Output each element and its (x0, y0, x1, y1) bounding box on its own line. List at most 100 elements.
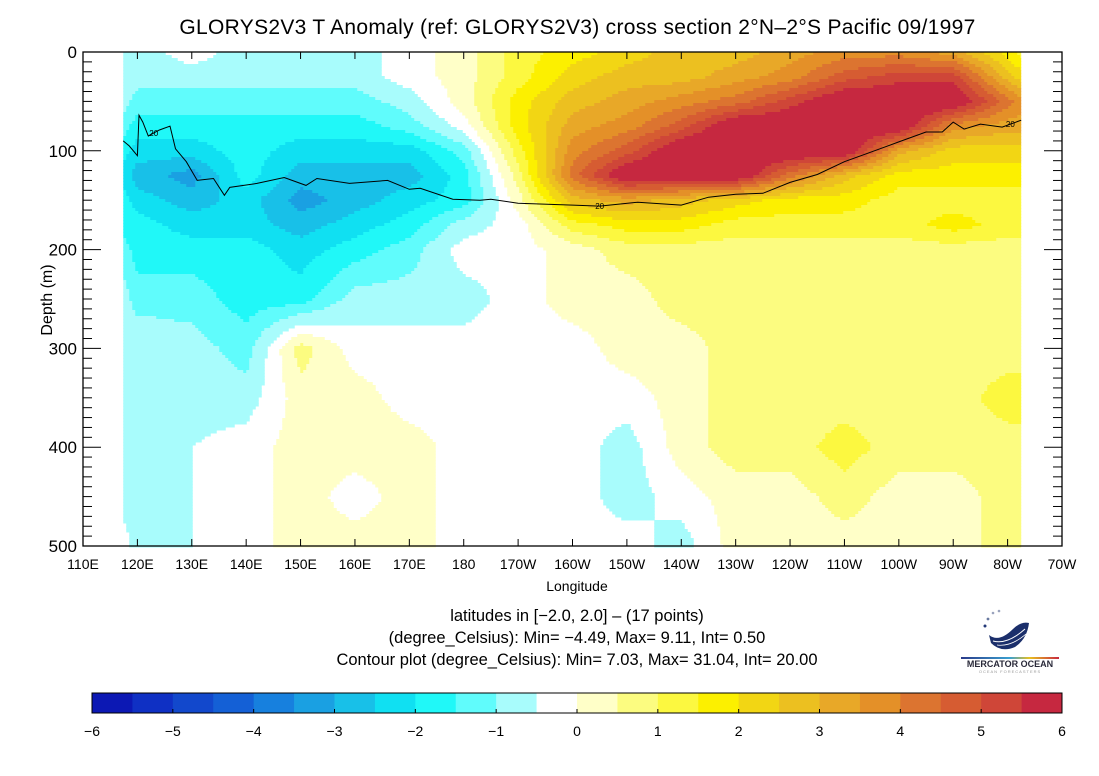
heatmap-cell (273, 496, 328, 500)
heatmap-cell (339, 271, 412, 275)
heatmap-cell (978, 58, 994, 62)
heatmap-cell (879, 178, 1022, 182)
heatmap-cell (747, 193, 781, 197)
heatmap-cell (267, 193, 295, 197)
heatmap-cell (315, 256, 367, 260)
heatmap-cell (987, 73, 1000, 77)
heatmap-cell (639, 379, 709, 383)
heatmap-cell (591, 145, 622, 149)
heatmap-cell (306, 364, 349, 368)
heatmap-cell (519, 139, 532, 143)
heatmap-cell (123, 418, 250, 422)
heatmap-cell (273, 469, 436, 473)
heatmap-cell (855, 151, 865, 155)
heatmap-cell (681, 469, 736, 473)
heatmap-cell (996, 238, 1022, 242)
heatmap-cell (981, 532, 1022, 536)
heatmap-cell (300, 367, 307, 371)
colorbar-swatch (92, 693, 133, 713)
heatmap-cell (123, 97, 133, 101)
heatmap-cell (654, 535, 691, 539)
heatmap-cell (600, 199, 652, 203)
heatmap-cell (135, 313, 238, 317)
heatmap-cell (654, 394, 709, 398)
heatmap-cell (273, 523, 436, 527)
heatmap-cell (570, 241, 625, 245)
heatmap-cell (453, 103, 475, 107)
heatmap-cell (528, 208, 544, 212)
heatmap-cell (420, 148, 448, 152)
x-tick-label: 90W (939, 556, 969, 572)
heatmap-cell (360, 259, 421, 263)
heatmap-cell (1020, 79, 1022, 83)
heatmap-cell (123, 232, 181, 236)
heatmap-cell (123, 307, 133, 311)
heatmap-cell (897, 187, 1022, 191)
heatmap-cell (123, 265, 136, 269)
heatmap-cell (498, 85, 523, 89)
heatmap-cell (993, 67, 1006, 71)
heatmap-cell (528, 166, 538, 170)
heatmap-cell (489, 145, 499, 149)
heatmap-cell (282, 346, 295, 350)
heatmap-cell (750, 196, 799, 200)
heatmap-cell (804, 178, 826, 182)
heatmap-cell (132, 145, 214, 149)
heatmap-cell (333, 277, 400, 281)
heatmap-cell (435, 142, 463, 146)
heatmap-cell (483, 193, 496, 197)
heatmap-cell (1005, 373, 1022, 377)
heatmap-cell (477, 133, 493, 137)
heatmap-cell (162, 223, 274, 227)
heatmap-cell (579, 196, 622, 200)
heatmap-cell (132, 148, 217, 152)
heatmap-cell (603, 439, 637, 443)
heatmap-cell (201, 175, 220, 179)
heatmap-cell (624, 370, 709, 374)
heatmap-cell (123, 148, 133, 152)
heatmap-cell (123, 496, 193, 500)
heatmap-cell (564, 157, 577, 161)
heatmap-cell (288, 397, 382, 401)
heatmap-cell (846, 154, 856, 158)
heatmap-cell (603, 442, 640, 446)
heatmap-cell (483, 124, 499, 128)
heatmap-cell (522, 199, 535, 203)
heatmap-cell (579, 325, 688, 329)
heatmap-cell (708, 376, 1000, 380)
heatmap-cell (123, 268, 136, 272)
heatmap-cell (252, 238, 352, 242)
heatmap-cell (687, 115, 712, 119)
heatmap-cell (123, 439, 202, 443)
heatmap-cell (510, 145, 523, 149)
heatmap-cell (936, 151, 1022, 155)
heatmap-cell (693, 481, 802, 485)
heatmap-cell (969, 481, 1022, 485)
heatmap-cell (633, 151, 652, 155)
heatmap-cell (558, 100, 601, 104)
heatmap-cell (558, 139, 571, 143)
heatmap-cell (285, 385, 376, 389)
heatmap-cell (444, 85, 475, 89)
heatmap-cell (603, 139, 634, 143)
heatmap-cell (123, 256, 133, 260)
heatmap-cell (936, 118, 952, 122)
heatmap-cell (129, 127, 391, 131)
heatmap-cell (402, 214, 439, 218)
heatmap-cell (507, 139, 520, 143)
heatmap-cell (792, 181, 817, 185)
heatmap-cell (603, 178, 619, 182)
heatmap-cell (477, 166, 487, 170)
heatmap-cell (240, 181, 253, 185)
heatmap-cell (513, 202, 526, 206)
heatmap-cell (123, 508, 193, 512)
heatmap-cell (546, 298, 655, 302)
heatmap-cell (291, 202, 322, 206)
heatmap-cell (540, 205, 553, 209)
heatmap-cell (843, 88, 961, 92)
heatmap-cell (123, 241, 127, 245)
heatmap-cell (735, 205, 862, 209)
heatmap-cell (846, 172, 871, 176)
heatmap-cell (795, 475, 895, 479)
heatmap-cell (507, 193, 523, 197)
